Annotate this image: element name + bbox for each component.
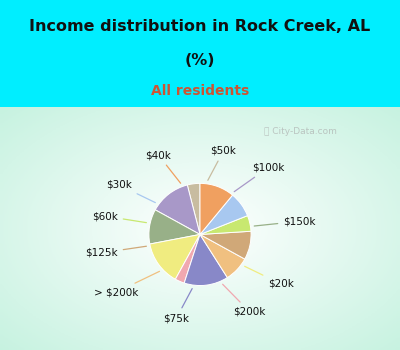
Text: $125k: $125k [85, 246, 146, 258]
Text: Income distribution in Rock Creek, AL: Income distribution in Rock Creek, AL [29, 19, 371, 34]
Text: > $200k: > $200k [94, 271, 160, 297]
Text: $60k: $60k [92, 211, 146, 223]
Wedge shape [200, 216, 251, 234]
Wedge shape [200, 231, 251, 259]
Text: (%): (%) [185, 53, 215, 68]
Text: $75k: $75k [164, 289, 192, 323]
Text: $20k: $20k [245, 266, 294, 289]
Text: $40k: $40k [146, 150, 181, 183]
Text: $100k: $100k [234, 163, 284, 192]
Wedge shape [184, 234, 227, 286]
Wedge shape [187, 183, 200, 234]
Text: $50k: $50k [208, 146, 236, 180]
Text: $200k: $200k [223, 284, 266, 317]
Text: ⓘ City-Data.com: ⓘ City-Data.com [264, 127, 336, 135]
Text: $150k: $150k [254, 216, 316, 226]
Wedge shape [149, 210, 200, 244]
Wedge shape [200, 234, 245, 278]
Text: All residents: All residents [151, 84, 249, 98]
Wedge shape [150, 234, 200, 279]
Wedge shape [155, 185, 200, 234]
Text: $30k: $30k [106, 180, 155, 203]
Wedge shape [200, 195, 248, 234]
Wedge shape [175, 234, 200, 283]
Wedge shape [200, 183, 232, 234]
